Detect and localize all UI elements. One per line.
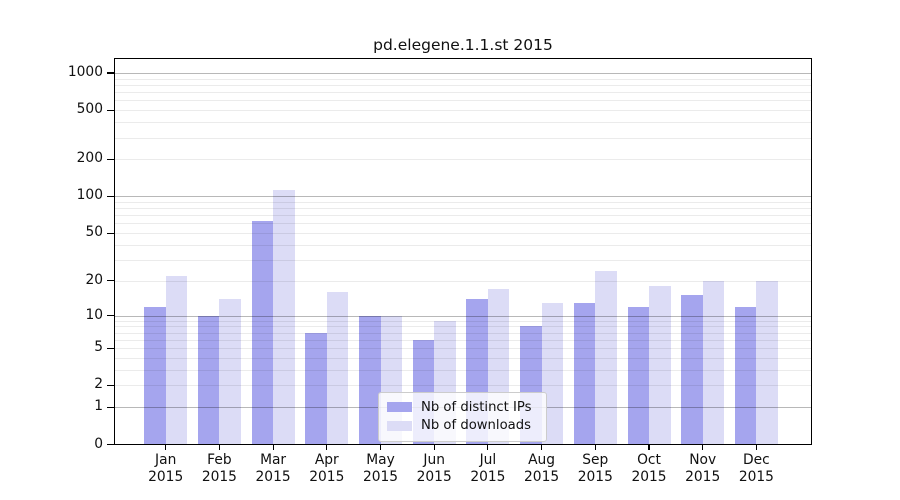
- legend-label-downloads: Nb of downloads: [421, 418, 531, 434]
- y-tick-mark: [107, 443, 114, 446]
- x-tick-mark: [326, 445, 328, 450]
- x-tick-label-jun: Jun 2015: [416, 452, 452, 485]
- x-tick-mark: [755, 445, 757, 450]
- x-tick-mark: [702, 445, 704, 450]
- y-tick-label: 200: [76, 150, 103, 167]
- y-tick-mark: [107, 347, 114, 349]
- y-tick-label: 100: [76, 187, 103, 204]
- y-tick-label: 5: [94, 339, 103, 356]
- legend-swatch-distinct-ips: [387, 402, 412, 413]
- y-tick-mark: [107, 314, 114, 317]
- x-tick-label-may: May 2015: [362, 452, 399, 485]
- y-tick-mark: [107, 195, 114, 197]
- y-tick-label: 10: [85, 306, 103, 323]
- y-tick-mark: [107, 232, 114, 234]
- x-tick-label-jul: Jul 2015: [470, 452, 506, 485]
- x-tick-label-oct: Oct 2015: [631, 452, 667, 485]
- legend-entry-downloads: Nb of downloads: [379, 417, 546, 436]
- x-tick-mark: [487, 445, 489, 450]
- x-tick-mark: [272, 445, 274, 450]
- y-tick-label: 1: [94, 398, 103, 415]
- y-tick-label: 50: [85, 224, 103, 241]
- y-tick-label: 1000: [67, 64, 103, 81]
- x-tick-mark: [594, 445, 596, 450]
- y-tick-label: 500: [76, 101, 103, 118]
- y-tick-mark: [107, 109, 114, 111]
- legend-label-distinct-ips: Nb of distinct IPs: [421, 399, 532, 415]
- legend: Nb of distinct IPs Nb of downloads: [378, 392, 547, 442]
- y-tick-label: 0: [94, 435, 103, 452]
- y-tick-mark: [107, 406, 114, 408]
- y-tick-mark: [107, 72, 114, 74]
- x-tick-label-jan: Jan 2015: [148, 452, 184, 485]
- x-tick-label-feb: Feb 2015: [201, 452, 237, 485]
- y-tick-mark: [107, 158, 114, 160]
- y-tick-label: 20: [85, 271, 103, 288]
- x-tick-label-apr: Apr 2015: [309, 452, 345, 485]
- x-tick-label-aug: Aug 2015: [524, 452, 560, 485]
- x-tick-label-sep: Sep 2015: [577, 452, 613, 485]
- y-tick-label: 2: [94, 376, 103, 393]
- legend-entry-distinct-ips: Nb of distinct IPs: [379, 398, 546, 417]
- x-tick-mark: [379, 445, 382, 450]
- x-tick-label-nov: Nov 2015: [685, 452, 721, 485]
- plot-border: [114, 58, 812, 445]
- x-tick-mark: [433, 445, 435, 450]
- y-tick-mark: [107, 280, 114, 282]
- chart-title: pd.elegene.1.1.st 2015: [373, 36, 553, 54]
- x-tick-label-mar: Mar 2015: [255, 452, 291, 485]
- x-tick-mark: [165, 445, 167, 450]
- x-tick-mark: [541, 445, 543, 450]
- x-tick-label-dec: Dec 2015: [738, 452, 774, 485]
- legend-swatch-downloads: [387, 420, 412, 431]
- x-tick-mark: [218, 445, 220, 450]
- y-tick-mark: [107, 384, 114, 387]
- x-tick-mark: [648, 445, 650, 450]
